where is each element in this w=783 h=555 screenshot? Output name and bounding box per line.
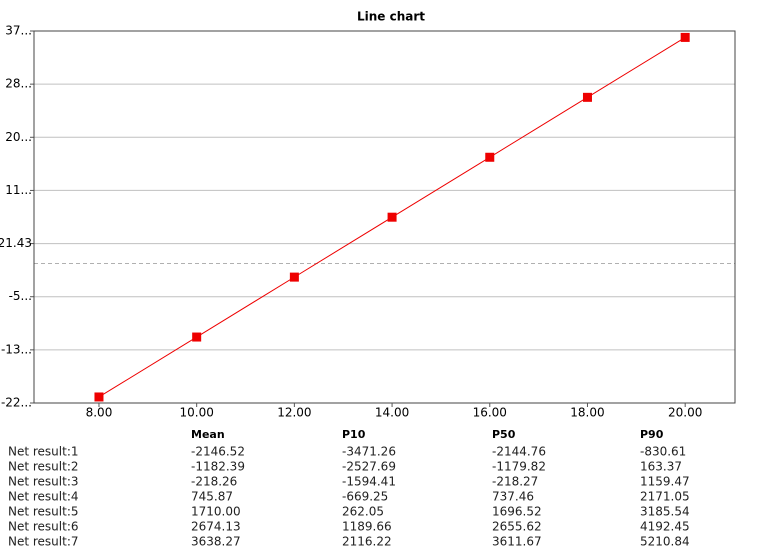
x-tick-label: 16.00: [473, 406, 507, 420]
table-cell: -1182.39: [191, 460, 245, 474]
table-cell: 2116.22: [342, 535, 392, 549]
y-tick-label: -22...: [1, 396, 32, 410]
table-cell: -1594.41: [342, 475, 396, 489]
table-cell: 2674.13: [191, 520, 241, 534]
marker: [289, 272, 299, 282]
table-cell: 2171.05: [640, 490, 690, 504]
marker: [94, 392, 104, 402]
table-cell: 3611.67: [492, 535, 542, 549]
marker: [192, 332, 202, 342]
y-tick-label: 37...: [5, 24, 32, 38]
y-tick-label: -13...: [1, 342, 32, 356]
x-tick-label: 18.00: [570, 406, 604, 420]
table-cell: -3471.26: [342, 445, 396, 459]
marker: [680, 32, 690, 42]
table-cell: 737.46: [492, 490, 534, 504]
table-cell: -2144.76: [492, 445, 546, 459]
row-label: Net result:4: [8, 490, 79, 504]
table-cell: -2527.69: [342, 460, 396, 474]
x-tick-label: 20.00: [668, 406, 702, 420]
table-cell: 1159.47: [640, 475, 690, 489]
marker: [582, 92, 592, 102]
table-cell: -669.25: [342, 490, 388, 504]
row-label: Net result:1: [8, 445, 79, 459]
table-header: P90: [640, 428, 664, 441]
table-cell: 3185.54: [640, 505, 690, 519]
x-tick-label: 14.00: [375, 406, 409, 420]
x-tick-label: 8.00: [86, 406, 113, 420]
marker: [387, 212, 397, 222]
table-cell: 3638.27: [191, 535, 241, 549]
table-cell: -2146.52: [191, 445, 245, 459]
row-label: Net result:7: [8, 535, 79, 549]
table-header: P50: [492, 428, 516, 441]
row-label: Net result:3: [8, 475, 79, 489]
table-cell: 5210.84: [640, 535, 690, 549]
y-tick-label: -5...: [9, 289, 32, 303]
x-tick-label: 12.00: [277, 406, 311, 420]
table-cell: -218.26: [191, 475, 237, 489]
table-cell: -1179.82: [492, 460, 546, 474]
y-tick-label: 20...: [5, 130, 32, 144]
x-tick-label: 10.00: [179, 406, 213, 420]
row-label: Net result:2: [8, 460, 79, 474]
table-cell: 1710.00: [191, 505, 241, 519]
table-cell: 262.05: [342, 505, 384, 519]
plot-frame: [33, 30, 736, 404]
row-label: Net result:5: [8, 505, 79, 519]
table-header: Mean: [191, 428, 225, 441]
table-cell: -830.61: [640, 445, 686, 459]
table-cell: 745.87: [191, 490, 233, 504]
marker: [485, 152, 495, 162]
table-cell: 163.37: [640, 460, 682, 474]
table-cell: -218.27: [492, 475, 538, 489]
chart-title: Line chart: [357, 10, 425, 24]
y-tick-label: 28...: [5, 77, 32, 91]
table-cell: 1189.66: [342, 520, 392, 534]
table-cell: 1696.52: [492, 505, 542, 519]
table-cell: 4192.45: [640, 520, 690, 534]
y-tick-label: 11...: [5, 183, 32, 197]
y-tick-label: 321.43: [0, 236, 32, 250]
table-cell: 2655.62: [492, 520, 542, 534]
row-label: Net result:6: [8, 520, 79, 534]
table-header: P10: [342, 428, 366, 441]
